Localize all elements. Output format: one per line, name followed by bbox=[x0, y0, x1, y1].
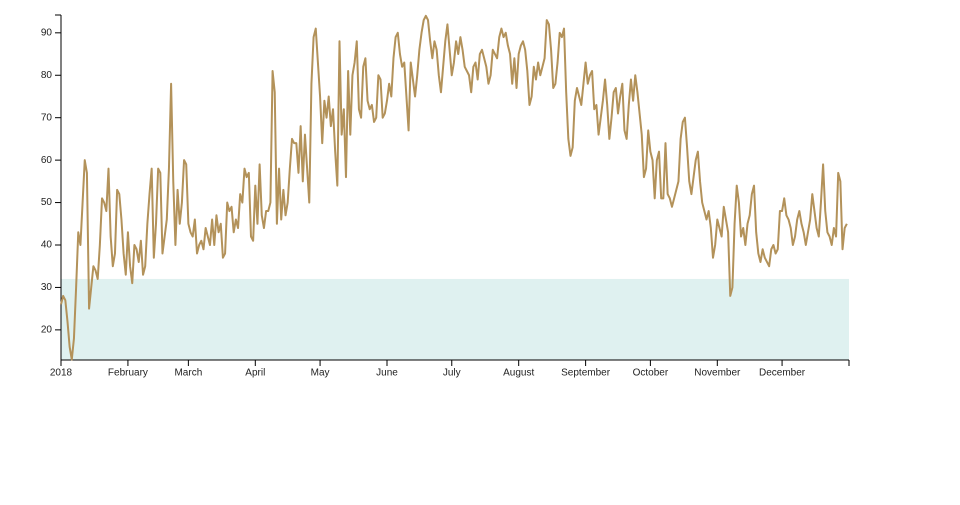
x-tick-label: October bbox=[633, 368, 669, 379]
line bbox=[60, 14, 848, 361]
x-tick-label: December bbox=[759, 368, 806, 379]
y-tick-label: 50 bbox=[41, 197, 53, 208]
x-tick-label: June bbox=[376, 368, 398, 379]
threshold-band bbox=[61, 278, 849, 360]
x-tick-label: 2018 bbox=[50, 368, 73, 379]
y-tick-label: 70 bbox=[41, 112, 53, 123]
x-tick-label: July bbox=[443, 368, 461, 379]
x-tick-label: September bbox=[561, 368, 611, 379]
x-tick-label: May bbox=[311, 368, 330, 379]
x-tick-label: April bbox=[245, 368, 265, 379]
y-tick-label: 90 bbox=[41, 27, 53, 38]
y-tick-label: 20 bbox=[41, 325, 53, 336]
y-tick-label: 60 bbox=[41, 155, 53, 166]
x-tick-label: March bbox=[174, 368, 202, 379]
y-tick-label: 30 bbox=[41, 282, 53, 293]
x-tick-label: November bbox=[694, 368, 741, 379]
y-tick-label: 40 bbox=[41, 240, 53, 251]
y-tick-label: 80 bbox=[41, 70, 53, 81]
x-tick-label: February bbox=[108, 368, 148, 379]
x-tick-label: August bbox=[503, 368, 534, 379]
